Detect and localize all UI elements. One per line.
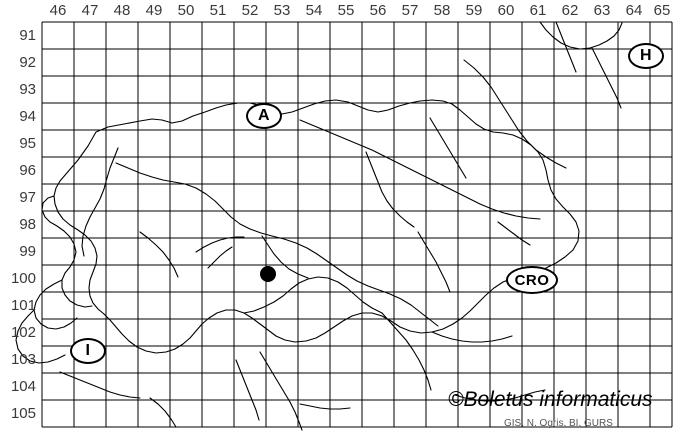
grid-row-label: 93 bbox=[19, 81, 36, 98]
grid-row-label: 104 bbox=[10, 378, 36, 395]
grid-column-label: 62 bbox=[561, 2, 579, 19]
grid-column-label: 55 bbox=[337, 2, 355, 19]
grid-row-label: 103 bbox=[10, 351, 36, 368]
river-tributary-east bbox=[497, 221, 531, 246]
grid-column-label: 47 bbox=[81, 2, 99, 19]
river-tributary-central bbox=[207, 246, 233, 269]
neighbour-border-hungary-2 bbox=[555, 21, 577, 73]
grid-column-label: 64 bbox=[625, 2, 643, 19]
grid-column-label: 48 bbox=[113, 2, 131, 19]
grid-column-label: 63 bbox=[593, 2, 611, 19]
grid-column-label: 50 bbox=[177, 2, 195, 19]
country-label-hungary: H bbox=[628, 43, 664, 69]
grid-column-label: 46 bbox=[49, 2, 67, 19]
grid-row-label: 100 bbox=[10, 270, 36, 287]
grid-row-label: 95 bbox=[19, 135, 36, 152]
neighbour-river-south bbox=[235, 359, 260, 421]
grid-row-label: 105 bbox=[10, 405, 36, 422]
river-savinja bbox=[365, 151, 415, 228]
coastline-adriatic bbox=[33, 279, 78, 330]
grid-row-label: 99 bbox=[19, 243, 36, 260]
grid-row-label: 98 bbox=[19, 216, 36, 233]
grid-row-label: 91 bbox=[19, 27, 36, 44]
grid-row-label: 94 bbox=[19, 108, 36, 125]
country-outline bbox=[53, 99, 580, 354]
occurrence-point bbox=[260, 266, 276, 282]
grid-column-label: 65 bbox=[653, 2, 671, 19]
grid-column-label: 60 bbox=[497, 2, 515, 19]
neighbour-border-italy bbox=[15, 309, 66, 364]
river-kolpa bbox=[243, 276, 383, 314]
grid-column-label: 52 bbox=[241, 2, 259, 19]
grid-row-label: 102 bbox=[10, 324, 36, 341]
river-ljubljanica bbox=[195, 236, 245, 253]
grid-column-label: 49 bbox=[145, 2, 163, 19]
grid-row-label: 96 bbox=[19, 162, 36, 179]
neighbour-river-southeast-2 bbox=[299, 403, 351, 410]
grid-column-label: 56 bbox=[369, 2, 387, 19]
grid-column-label: 57 bbox=[401, 2, 419, 19]
country-label-croatia: CRO bbox=[506, 266, 558, 294]
grid-row-label: 97 bbox=[19, 189, 36, 206]
grid-column-label: 58 bbox=[433, 2, 451, 19]
neighbour-border-croatia-2 bbox=[431, 331, 513, 343]
grid-column-label: 51 bbox=[209, 2, 227, 19]
grid-column-label: 53 bbox=[273, 2, 291, 19]
copyright-notice: ©Boletus informaticus bbox=[448, 388, 653, 411]
grid-row-label: 101 bbox=[10, 297, 36, 314]
grid-column-label: 59 bbox=[465, 2, 483, 19]
grid-column-label: 61 bbox=[529, 2, 547, 19]
neighbour-river-hungary bbox=[591, 47, 622, 109]
neighbour-coast-southwest bbox=[149, 397, 177, 428]
river-tributary-southeast bbox=[417, 231, 451, 293]
grid-column-label: 54 bbox=[305, 2, 323, 19]
data-source-credit: GIS, N. Ogris, BI, GURS bbox=[504, 418, 613, 429]
river-tributary-northeast bbox=[429, 117, 467, 179]
grid-row-label: 92 bbox=[19, 54, 36, 71]
country-label-austria: A bbox=[246, 103, 282, 129]
country-label-italy: I bbox=[70, 338, 106, 364]
border-detail-northwest bbox=[41, 195, 93, 308]
